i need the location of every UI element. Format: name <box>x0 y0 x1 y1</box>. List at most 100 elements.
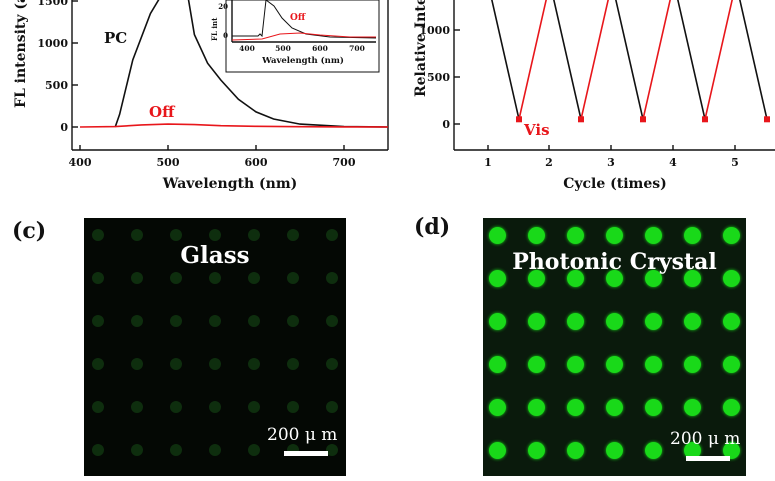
array-spot <box>131 401 143 413</box>
panel-a-ylabel: FL intensity (a <box>13 0 29 108</box>
array-spot <box>527 226 545 244</box>
array-spot <box>722 441 740 459</box>
cycle-marker <box>640 116 646 123</box>
array-spot <box>644 226 662 244</box>
array-spot <box>326 358 338 370</box>
array-spot <box>287 315 299 327</box>
array-spot <box>326 401 338 413</box>
panel-a-inset: 20 0 400 500 600 700 Wavelength (nm) FL … <box>210 0 380 73</box>
array-spot <box>209 229 221 241</box>
inset-xtick-label: 700 <box>349 44 365 53</box>
array-spot <box>527 441 545 459</box>
uv-recovery-segment <box>518 0 547 120</box>
array-spot <box>170 272 182 284</box>
inset-xtick-label: 500 <box>275 44 291 53</box>
panel-a-ytick-label: 0 <box>60 121 68 134</box>
array-spot <box>248 401 260 413</box>
panel-a-xtick-label: 400 <box>69 156 92 169</box>
array-spot <box>722 312 740 330</box>
array-spot <box>683 226 701 244</box>
array-spot <box>605 355 623 373</box>
vis-decay-segment <box>677 0 706 120</box>
off-spectrum-line <box>79 123 389 128</box>
array-spot <box>92 401 104 413</box>
array-spot <box>644 312 662 330</box>
inset-off-label: Off <box>290 13 306 23</box>
cycle-marker <box>764 116 770 123</box>
array-spot <box>683 312 701 330</box>
inset-ytick-label: 20 <box>218 2 228 11</box>
array-spot <box>209 315 221 327</box>
array-spot <box>488 226 506 244</box>
array-spot <box>605 269 623 287</box>
array-spot <box>683 441 701 459</box>
pc-scale-text: 200 μ m <box>670 429 741 449</box>
array-spot <box>488 441 506 459</box>
panel-b-plot: 0 500 1000 1 2 3 4 5 Cycle (times) Relat… <box>413 0 775 192</box>
pc-scale-bar <box>686 456 730 461</box>
uv-recovery-segment <box>704 0 733 120</box>
array-spot <box>488 312 506 330</box>
array-spot <box>566 398 584 416</box>
glass-scale-bar <box>284 451 328 456</box>
array-spot <box>644 269 662 287</box>
array-spot <box>326 229 338 241</box>
panel-a-xtick-label: 700 <box>333 156 356 169</box>
array-spot <box>131 272 143 284</box>
array-spot <box>131 358 143 370</box>
array-spot <box>644 398 662 416</box>
array-spot <box>248 358 260 370</box>
array-spot <box>488 398 506 416</box>
inset-xtick-label: 600 <box>312 44 328 53</box>
uv-recovery-segment <box>642 0 671 120</box>
panel-c-letter: (c) <box>12 218 47 244</box>
array-spot <box>248 315 260 327</box>
array-spot <box>170 315 182 327</box>
array-spot <box>326 272 338 284</box>
array-spot <box>326 315 338 327</box>
panel-d-letter: (d) <box>414 214 451 240</box>
photonic-crystal-title: Photonic Crystal <box>512 249 717 275</box>
array-spot <box>605 226 623 244</box>
array-spot <box>131 229 143 241</box>
array-spot <box>92 315 104 327</box>
photonic-crystal-micrograph: Photonic Crystal 200 μ m <box>483 218 746 476</box>
array-spot <box>131 444 143 456</box>
array-spot <box>209 272 221 284</box>
array-spot <box>170 229 182 241</box>
array-spot <box>170 444 182 456</box>
array-spot <box>527 269 545 287</box>
array-spot <box>566 312 584 330</box>
array-spot <box>644 355 662 373</box>
panel-b-xtick-label: 4 <box>669 156 677 169</box>
inset-xlabel: Wavelength (nm) <box>261 55 344 66</box>
panel-b-xlabel: Cycle (times) <box>563 176 667 192</box>
array-spot <box>209 401 221 413</box>
panel-a-ytick-label: 1500 <box>37 0 68 8</box>
panel-b-xtick-label: 5 <box>731 156 739 169</box>
array-spot <box>488 269 506 287</box>
array-spot <box>527 312 545 330</box>
vis-label: Vis <box>523 121 550 139</box>
inset-ytick-label: 0 <box>223 31 228 40</box>
panel-a-ytick-label: 500 <box>45 79 68 92</box>
uv-recovery-segment <box>580 0 609 120</box>
panel-a-plot: 0 500 1000 1500 400 500 600 700 Waveleng… <box>13 0 389 192</box>
array-spot <box>605 441 623 459</box>
array-spot <box>170 358 182 370</box>
array-spot <box>527 355 545 373</box>
array-spot <box>287 229 299 241</box>
inset-pc-line <box>232 0 377 39</box>
pc-spectrum-line <box>114 0 389 128</box>
array-spot <box>170 401 182 413</box>
array-spot <box>92 358 104 370</box>
array-spot <box>248 444 260 456</box>
array-spot <box>722 269 740 287</box>
array-spot <box>683 398 701 416</box>
array-spot <box>248 272 260 284</box>
array-spot <box>644 441 662 459</box>
cycle-marker <box>578 116 584 123</box>
pc-series-label: PC <box>104 29 127 47</box>
glass-scale-text: 200 μ m <box>267 425 338 445</box>
array-spot <box>722 226 740 244</box>
